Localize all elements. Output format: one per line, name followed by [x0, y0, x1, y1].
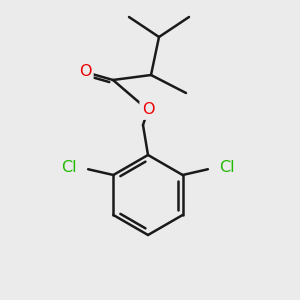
Text: Cl: Cl	[219, 160, 235, 175]
Text: O: O	[79, 64, 91, 80]
Text: O: O	[142, 103, 154, 118]
Text: Cl: Cl	[61, 160, 77, 175]
